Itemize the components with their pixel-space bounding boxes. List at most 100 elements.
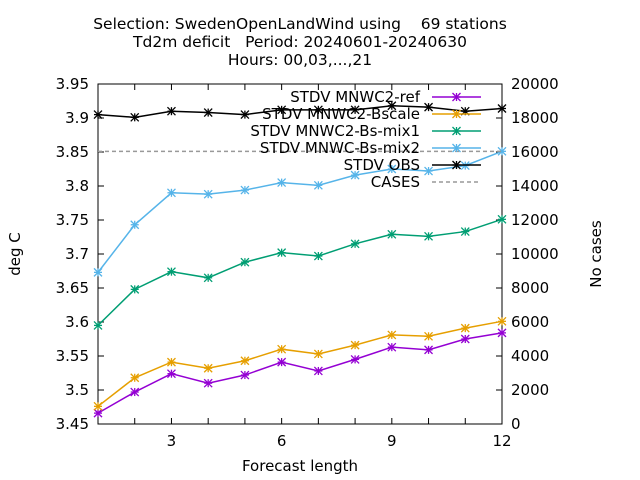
data-point [424, 345, 434, 355]
data-point [166, 369, 176, 379]
data-point [277, 248, 287, 258]
series-stdv-mnwc2-bs-mix1 [93, 214, 507, 330]
data-point [497, 104, 507, 113]
data-point [240, 110, 250, 120]
legend-label: STDV OBS [344, 156, 420, 174]
data-point [350, 354, 360, 364]
data-point [424, 231, 434, 241]
y-tick-label: 3.95 [56, 75, 89, 93]
data-point [203, 378, 213, 388]
data-point [452, 160, 461, 170]
data-point [350, 170, 360, 180]
data-point [166, 267, 176, 277]
data-point [313, 366, 323, 376]
series-line [97, 218, 503, 326]
y2-tick-label: 4000 [511, 347, 549, 365]
data-point [452, 109, 461, 119]
series-line [97, 105, 503, 119]
data-point [460, 227, 470, 237]
x-tick-label: 9 [387, 432, 397, 450]
data-point [93, 401, 103, 411]
data-point [93, 267, 103, 277]
legend-item: STDV MNWC2-ref [290, 88, 481, 106]
data-point [166, 357, 176, 367]
data-point [460, 323, 470, 333]
data-point [93, 110, 103, 120]
data-point [387, 229, 397, 239]
data-point [387, 101, 397, 111]
y2-tick-label: 20000 [511, 75, 559, 93]
series-line [97, 320, 503, 407]
data-point [424, 331, 434, 341]
x-axis-label: Forecast length [242, 457, 358, 475]
data-point [452, 143, 461, 153]
y2-axis-label: No cases [587, 220, 605, 288]
data-point [277, 105, 287, 115]
legend-item: CASES [371, 173, 481, 191]
data-point [277, 178, 287, 188]
data-point [497, 316, 507, 326]
y2-tick-label: 14000 [511, 177, 559, 195]
legend-label: STDV MNWC2-Bscale [262, 105, 420, 123]
legend-item: STDV MNWC2-Bscale [262, 105, 481, 123]
legend-label: STDV MNWC-Bs-mix2 [260, 139, 420, 157]
data-point [166, 106, 176, 116]
data-point [313, 349, 323, 359]
legend-item: STDV MNWC2-Bs-mix1 [250, 122, 481, 140]
y-tick-label: 3.9 [65, 109, 89, 127]
legend-label: CASES [371, 173, 420, 191]
data-point [313, 105, 323, 115]
y-tick-label: 3.8 [65, 177, 89, 195]
data-point [130, 284, 140, 294]
data-point [166, 188, 176, 198]
title-line-3: Hours: 00,03,...,21 [227, 51, 373, 69]
y2-tick-label: 8000 [511, 279, 549, 297]
data-point [313, 251, 323, 261]
data-point [277, 344, 287, 354]
data-point [240, 257, 250, 267]
legend-item: STDV OBS [344, 156, 481, 174]
y-tick-label: 3.6 [65, 313, 89, 331]
y2-tick-label: 18000 [511, 109, 559, 127]
data-point [240, 356, 250, 366]
y2-tick-label: 12000 [511, 211, 559, 229]
data-point [240, 185, 250, 195]
y-tick-label: 3.55 [56, 347, 89, 365]
data-point [460, 334, 470, 344]
y-tick-label: 3.85 [56, 143, 89, 161]
data-point [497, 328, 507, 338]
y-tick-label: 3.65 [56, 279, 89, 297]
data-point [93, 408, 103, 418]
data-point [130, 220, 140, 230]
data-point [452, 126, 461, 136]
y-axis-label: deg C [6, 232, 24, 276]
legend-label: STDV MNWC2-Bs-mix1 [250, 122, 420, 140]
series-stdv-mnwc2-bscale [93, 316, 507, 411]
data-point [203, 363, 213, 373]
data-point [424, 102, 434, 112]
data-point [424, 166, 434, 176]
series-stdv-mnwc2-ref [93, 328, 507, 418]
y-tick-label: 3.45 [56, 415, 89, 433]
data-point [313, 180, 323, 190]
data-point [497, 146, 507, 156]
data-point [93, 320, 103, 330]
data-point [203, 273, 213, 283]
series-stdv-obs [93, 101, 507, 122]
x-tick-label: 6 [277, 432, 287, 450]
legend-item: STDV MNWC-Bs-mix2 [260, 139, 481, 157]
data-point [497, 214, 507, 224]
data-point [203, 189, 213, 199]
data-point [387, 342, 397, 352]
legend-label: STDV MNWC2-ref [290, 88, 420, 106]
y2-tick-label: 2000 [511, 381, 549, 399]
data-point [350, 239, 360, 249]
x-tick-label: 3 [167, 432, 177, 450]
data-point [350, 340, 360, 350]
y-tick-label: 3.75 [56, 211, 89, 229]
series-stdv-mnwc-bs-mix2 [93, 146, 507, 277]
data-point [240, 370, 250, 380]
data-point [130, 373, 140, 383]
